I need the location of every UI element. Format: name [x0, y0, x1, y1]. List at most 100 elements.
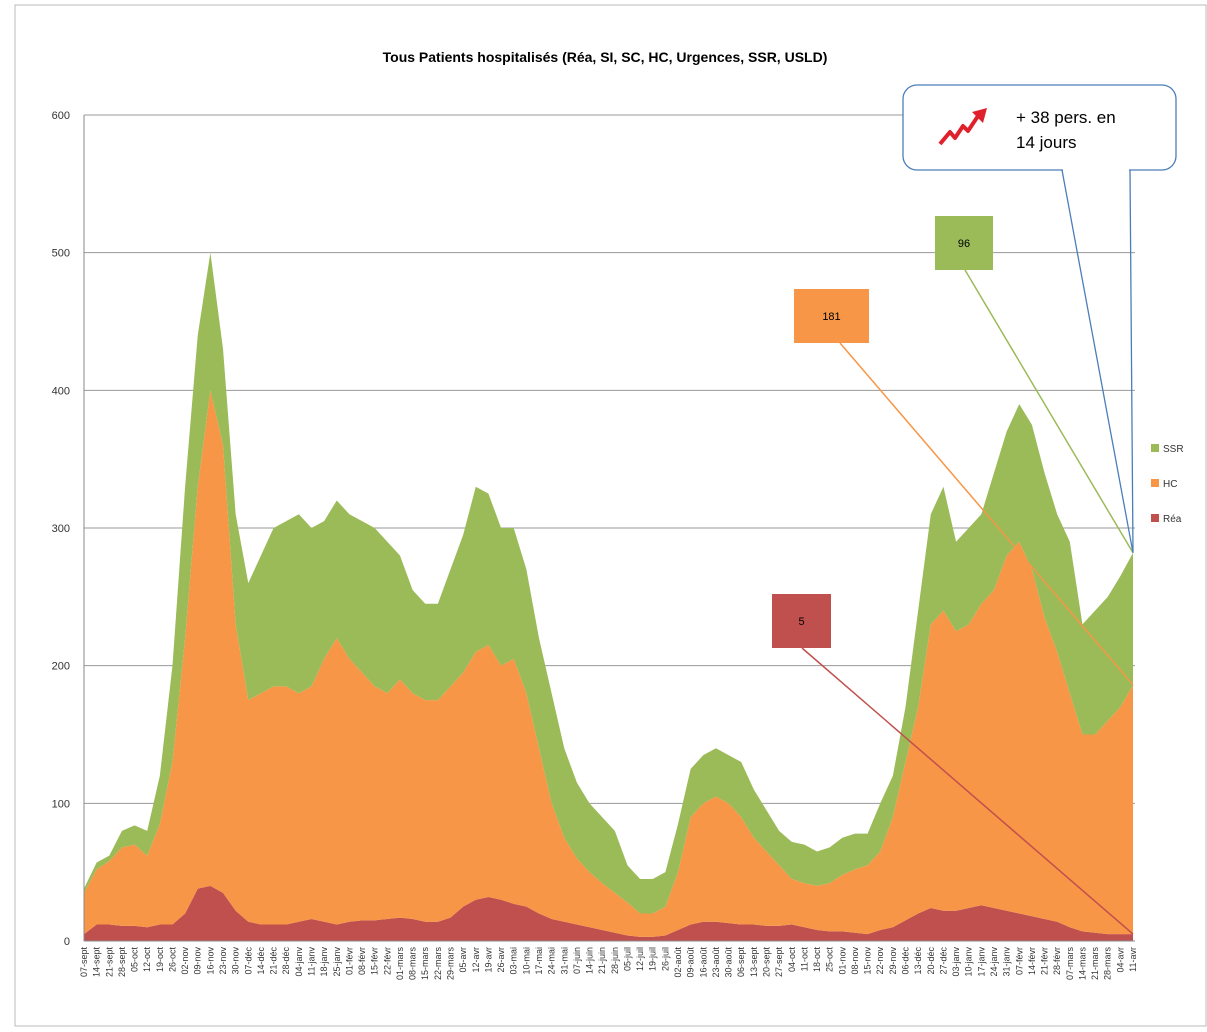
x-tick-label: 15-nov [863, 947, 873, 975]
x-tick-label: 18-janv [319, 947, 329, 977]
x-tick-label: 07-juin [572, 947, 582, 974]
chart-title: Tous Patients hospitalisés (Réa, SI, SC,… [383, 49, 828, 65]
x-tick-label: 28-déc [281, 947, 291, 975]
x-tick-label: 25-janv [332, 947, 342, 977]
x-tick-label: 09-nov [193, 947, 203, 975]
legend-label: Réa [1163, 514, 1182, 525]
x-tick-label: 15-mars [420, 947, 430, 981]
x-tick-label: 28-févr [1052, 947, 1062, 975]
callout-value: 96 [958, 238, 970, 250]
x-tick-label: 26-juil [660, 947, 670, 971]
x-tick-label: 05-juil [622, 947, 632, 971]
y-tick-label: 200 [52, 661, 70, 673]
x-tick-label: 15-févr [370, 947, 380, 975]
x-tick-label: 10-mai [521, 947, 531, 975]
x-tick-label: 23-août [711, 947, 721, 978]
x-tick-label: 21-déc [269, 947, 279, 975]
x-tick-label: 01-mars [395, 947, 405, 981]
x-tick-label: 27-déc [938, 947, 948, 975]
x-tick-label: 02-nov [180, 947, 190, 975]
y-tick-label: 500 [52, 248, 70, 260]
y-tick-label: 100 [52, 798, 70, 810]
x-tick-label: 22-févr [382, 947, 392, 975]
callout-box [794, 289, 869, 343]
x-tick-label: 12-juil [635, 947, 645, 971]
x-tick-label: 08-mars [408, 947, 418, 981]
x-tick-label: 16-août [698, 947, 708, 978]
x-tick-label: 19-avr [483, 947, 493, 973]
annotation-box [902, 84, 1177, 171]
x-tick-label: 10-janv [964, 947, 974, 977]
x-tick-label: 14-mars [1077, 947, 1087, 981]
x-tick-label: 06-déc [901, 947, 911, 975]
x-tick-label: 05-oct [130, 947, 140, 973]
legend-swatch [1151, 479, 1159, 487]
x-tick-label: 28-mars [1103, 947, 1113, 981]
x-tick-label: 11-avr [1128, 947, 1138, 972]
x-tick-label: 12-avr [471, 947, 481, 973]
callout-line [801, 647, 1134, 935]
x-tick-label: 26-oct [167, 947, 177, 973]
x-tick-label: 18-oct [812, 947, 822, 973]
annotation-tail [1061, 169, 1134, 553]
x-tick-label: 11-oct [799, 947, 809, 972]
x-tick-label: 13-déc [913, 947, 923, 975]
x-tick-label: 29-mars [446, 947, 456, 981]
x-tick-label: 07-déc [243, 947, 253, 975]
x-tick-label: 28-juin [610, 947, 620, 974]
x-tick-label: 14-févr [1027, 947, 1037, 975]
x-tick-label: 30-nov [231, 947, 241, 975]
x-tick-label: 22-mars [433, 947, 443, 981]
x-tick-label: 31-janv [1002, 947, 1012, 977]
x-tick-label: 08-nov [850, 947, 860, 975]
callout-value: 181 [822, 311, 840, 323]
x-tick-label: 04-oct [787, 947, 797, 973]
x-tick-label: 17-janv [976, 947, 986, 977]
legend-swatch [1151, 444, 1159, 452]
x-tick-label: 21-sept [104, 947, 114, 978]
callout-box [935, 216, 993, 270]
legend-swatch [1151, 514, 1159, 522]
x-tick-label: 28-sept [117, 947, 127, 978]
x-tick-label: 07-mars [1065, 947, 1075, 981]
x-tick-label: 25-oct [825, 947, 835, 973]
x-tick-label: 12-oct [142, 947, 152, 973]
x-tick-label: 20-déc [926, 947, 936, 975]
x-tick-label: 29-nov [888, 947, 898, 975]
callout-box [772, 594, 831, 648]
x-tick-label: 16-nov [205, 947, 215, 975]
x-tick-label: 21-juin [597, 947, 607, 974]
x-tick-label: 21-févr [1040, 947, 1050, 975]
x-tick-label: 01-nov [837, 947, 847, 975]
annotation-text: + 38 pers. en [1016, 108, 1116, 127]
callout-line [839, 342, 1134, 686]
y-tick-label: 400 [52, 385, 70, 397]
area [84, 390, 1133, 937]
x-tick-label: 23-nov [218, 947, 228, 975]
x-tick-label: 06-sept [736, 947, 746, 978]
x-tick-label: 14-déc [256, 947, 266, 975]
y-tick-label: 600 [52, 110, 70, 122]
annotation-text: 14 jours [1016, 133, 1076, 152]
area [84, 252, 1133, 914]
x-tick-label: 02-août [673, 947, 683, 978]
x-tick-label: 08-févr [357, 947, 367, 975]
x-tick-label: 21-mars [1090, 947, 1100, 981]
callout-value: 5 [798, 616, 804, 628]
area [84, 885, 1133, 941]
y-tick-label: 300 [52, 523, 70, 535]
x-tick-label: 24-janv [989, 947, 999, 977]
legend-label: SSR [1163, 444, 1184, 455]
x-tick-label: 11-janv [306, 947, 316, 976]
callout-line [964, 269, 1134, 554]
y-tick-label: 0 [64, 936, 70, 948]
x-tick-label: 31-mai [559, 947, 569, 975]
x-tick-label: 07-févr [1014, 947, 1024, 975]
x-tick-label: 03-janv [951, 947, 961, 977]
x-tick-label: 13-sept [749, 947, 759, 978]
x-tick-label: 14-sept [92, 947, 102, 978]
x-tick-label: 27-sept [774, 947, 784, 978]
x-tick-label: 24-mai [547, 947, 557, 975]
